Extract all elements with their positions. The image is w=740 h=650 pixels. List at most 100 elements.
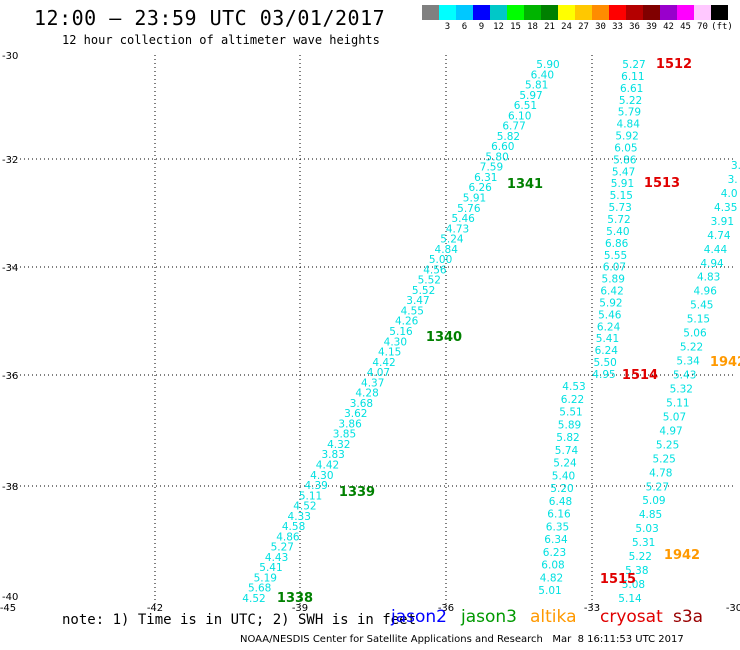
legend-swatch <box>677 5 694 20</box>
legend-swatch <box>473 5 490 20</box>
wave-height-value: 3.62 <box>344 408 367 420</box>
wave-height-value: 5.43 <box>673 370 696 382</box>
page-title: 12:00 – 23:59 UTC 03/01/2017 <box>34 6 386 30</box>
legend-tick-label: 9 <box>478 22 485 32</box>
wave-height-value: 5.50 <box>593 357 616 369</box>
wave-height-value: 5.38 <box>625 565 648 577</box>
legend-swatch <box>643 5 660 20</box>
wave-height-value: 4.42 <box>316 460 339 472</box>
pass-time-label: 1515 <box>600 572 636 587</box>
legend-tick-label: 42 <box>663 22 674 32</box>
wave-height-value: 4.97 <box>659 425 682 437</box>
wave-height-value: 6.34 <box>544 534 568 546</box>
latitude-tick-label: -32 <box>2 155 18 166</box>
wave-height-value: 5.31 <box>632 537 655 549</box>
wave-height-value: 4.83 <box>697 272 720 284</box>
wave-height-value: 3.83 <box>321 449 344 461</box>
wave-height-value: 6.26 <box>468 182 492 194</box>
wave-height-value: 5.45 <box>690 300 713 312</box>
legend-swatch <box>507 5 524 20</box>
wave-height-value: 5.92 <box>599 297 622 309</box>
wave-height-value: 5.52 <box>412 285 435 297</box>
pass-time-label: 1341 <box>507 177 543 192</box>
legend-tick-label: 15 <box>510 22 521 32</box>
wave-height-legend: 3 6 9 12 15 18 21 24 27 30 33 36 39 42 45 70 (ft) <box>422 5 733 34</box>
wave-height-value: 4.58 <box>282 521 305 533</box>
cryosat-track-1512-1514: 5.276.116.615.225.794.845.926.055.865.47… <box>592 59 645 381</box>
legend-swatches <box>422 5 728 20</box>
wave-height-value: 5.00 <box>429 254 452 266</box>
wave-height-value: 5.80 <box>485 151 508 163</box>
satellite-legend-jason3: jason3 <box>461 607 517 627</box>
wave-height-value: 4.42 <box>372 357 395 369</box>
wave-height-value: 5.27 <box>271 542 294 554</box>
wave-height-value: 6.10 <box>508 110 531 122</box>
wave-height-value: 5.25 <box>656 439 679 451</box>
wave-height-value: 5.73 <box>608 202 631 214</box>
wave-height-value: 3. <box>731 160 740 172</box>
satellite-legend-altika: altika <box>530 607 577 627</box>
wave-height-value: 4.56 <box>423 264 447 276</box>
legend-swatch <box>456 5 473 20</box>
wave-height-value: 3.85 <box>333 429 356 441</box>
wave-height-value: 6.35 <box>546 521 569 533</box>
wave-height-value: 6.24 <box>597 321 621 333</box>
wave-height-value: 5.86 <box>613 154 637 166</box>
wave-height-value: 5.06 <box>683 328 707 340</box>
legend-swatch <box>524 5 541 20</box>
legend-tick-label: 6 <box>461 22 468 32</box>
wave-height-value: 3.47 <box>406 295 429 307</box>
legend-swatch <box>422 5 439 20</box>
longitude-tick-label: -39 <box>292 603 308 612</box>
wave-height-value: 6.22 <box>561 394 584 406</box>
wave-height-value: 3.86 <box>338 418 362 430</box>
wave-height-value: 5.41 <box>596 333 619 345</box>
legend-tick-label: 36 <box>629 22 640 32</box>
pass-time-label: 1514 <box>622 368 658 383</box>
wave-height-value: 4.55 <box>401 305 424 317</box>
pass-time-label: 1339 <box>339 485 375 500</box>
wave-height-value: 5.46 <box>451 213 475 225</box>
wave-height-value: 5.68 <box>248 583 271 595</box>
pass-time-label: 1512 <box>656 57 692 72</box>
legend-tick-label: 70 <box>697 22 708 32</box>
footer-credit: NOAA/NESDIS Center for Satellite Applica… <box>240 634 684 645</box>
wave-height-value: 6.31 <box>474 172 497 184</box>
wave-height-value: 5.79 <box>618 107 641 119</box>
legend-unit-label: (ft) <box>711 22 733 32</box>
legend-swatch <box>541 5 558 20</box>
wave-height-value: 7.59 <box>480 162 503 174</box>
wave-height-value: 4.52 <box>242 593 265 605</box>
wave-height-value: 3.68 <box>350 398 373 410</box>
wave-height-value: 4.96 <box>694 286 718 298</box>
legend-swatch <box>592 5 609 20</box>
longitude-tick-label: -42 <box>147 603 163 612</box>
wave-height-value: 4.26 <box>395 316 419 328</box>
wave-height-value: 3. <box>728 174 738 186</box>
longitude-tick-label: -45 <box>0 603 16 612</box>
pass-time-label: 1340 <box>426 330 462 345</box>
wave-height-value: 5.27 <box>646 481 669 493</box>
wave-height-value: 6.07 <box>603 262 626 274</box>
legend-swatch <box>660 5 677 20</box>
page-subtitle: 12 hour collection of altimeter wave hei… <box>62 33 380 47</box>
wave-height-value: 4.33 <box>288 511 311 523</box>
wave-height-value: 5.32 <box>670 383 693 395</box>
longitude-tick-label: -36 <box>438 603 454 612</box>
legend-swatch <box>626 5 643 20</box>
wave-height-value: 4.86 <box>276 531 300 543</box>
legend-swatch <box>439 5 456 20</box>
wave-height-value: 5.51 <box>559 407 582 419</box>
wave-height-value: 4.78 <box>649 467 672 479</box>
wave-height-value: 5.15 <box>687 314 710 326</box>
wave-height-value: 5.91 <box>611 178 634 190</box>
wave-height-value: 5.52 <box>418 275 441 287</box>
wave-height-value: 5.74 <box>555 445 579 457</box>
wave-height-value: 4.85 <box>639 509 662 521</box>
wave-height-value: 5.97 <box>519 90 542 102</box>
legend-tick-label: 45 <box>680 22 691 32</box>
altika-track-1942: 3. 3. 4.0 4.35 3.91 4.74 4.44 4.94 4.83 4.96 5.45 5… <box>618 160 740 605</box>
latitude-tick-label: -38 <box>2 482 18 493</box>
wave-height-value: 5.08 <box>622 579 645 591</box>
wave-height-value: 4.95 <box>592 369 615 381</box>
